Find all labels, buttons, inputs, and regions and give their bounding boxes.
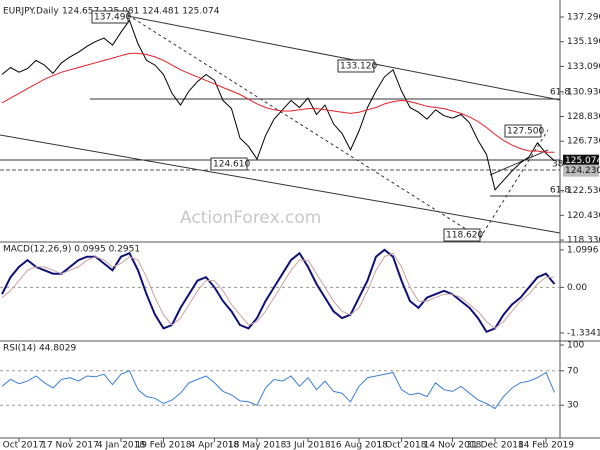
x-tick-label: 1 Oct 2018 — [377, 441, 427, 450]
y-tick-label: 100 — [567, 341, 584, 351]
y-tick-label: 126.730 — [567, 137, 600, 147]
series-line — [1, 370, 555, 410]
y-tick-label: 122.530 — [567, 186, 600, 196]
annotation: 124.610 — [213, 160, 250, 170]
price-label-box — [563, 164, 599, 177]
x-tick-label: 14 Feb 2019 — [518, 441, 574, 450]
x-tick-label: 18 May 2018 — [228, 441, 287, 450]
x-tick-label: 3 Jul 2018 — [285, 441, 330, 450]
y-tick-label: 133.090 — [567, 62, 600, 72]
annotation-box — [210, 157, 248, 171]
series-line — [1, 248, 556, 334]
y-tick-label: 70 — [567, 366, 579, 376]
price-label: 124.230 — [565, 166, 600, 176]
annotation-box — [443, 228, 481, 242]
price-label: 125.074 — [565, 156, 600, 166]
price-label-box — [563, 154, 599, 167]
y-tick-label: 120.430 — [567, 211, 600, 221]
x-tick-label: 31 Dec 2018 — [466, 441, 524, 450]
watermark: ActionForex.com — [180, 208, 321, 228]
annotation: 118.620 — [446, 231, 483, 241]
y-tick-label: -1.3341 — [567, 328, 600, 338]
channel-line — [0, 134, 561, 234]
y-tick-label: 118.330 — [567, 236, 600, 246]
annotation: 137.490 — [94, 13, 131, 23]
panel-title: MACD(12,26,9) 0.0995 0.2951 — [3, 245, 140, 255]
y-tick-label: 30 — [567, 401, 579, 411]
series-line — [1, 52, 555, 153]
y-tick-label: 137.290 — [567, 13, 600, 23]
x-tick-label: 16 Aug 2018 — [330, 441, 388, 450]
annotation: 61.8 — [550, 88, 570, 98]
annotation: 61.8 — [550, 186, 570, 196]
panel-title: RSI(14) 44.8029 — [3, 344, 76, 354]
annotation-box — [504, 124, 542, 138]
trend-line — [489, 149, 549, 176]
panel-title: EURJPY.Daily — [3, 7, 59, 17]
panel-subtitle: 124.657 125.081 124.481 125.074 — [62, 7, 220, 17]
x-tick-label: 4 Apr 2018 — [190, 441, 240, 450]
series-line — [1, 252, 555, 330]
y-tick-label: 0.00 — [567, 283, 587, 293]
x-tick-label: 19 Feb 2018 — [135, 441, 191, 450]
annotation: 133.120 — [340, 62, 377, 72]
channel-line — [111, 12, 561, 101]
drawings — [0, 12, 561, 239]
x-tick-label: 4 Oct 2017 — [0, 441, 44, 450]
annotation: 38 — [552, 160, 564, 170]
annotation-box — [91, 10, 129, 24]
y-tick-label: 128.830 — [567, 112, 600, 122]
series-line — [1, 19, 555, 191]
x-tick-label: 14 Nov 2018 — [424, 441, 482, 450]
x-tick-label: 17 Nov 2017 — [41, 441, 99, 450]
annotation-box — [337, 59, 375, 73]
x-tick-label: 4 Jan 2018 — [97, 441, 145, 450]
y-tick-label: 135.190 — [567, 37, 600, 47]
annotation: 127.500 — [507, 127, 544, 137]
y-tick-label: 1.0996 — [567, 245, 599, 255]
y-tick-label: 130.930 — [567, 87, 600, 97]
